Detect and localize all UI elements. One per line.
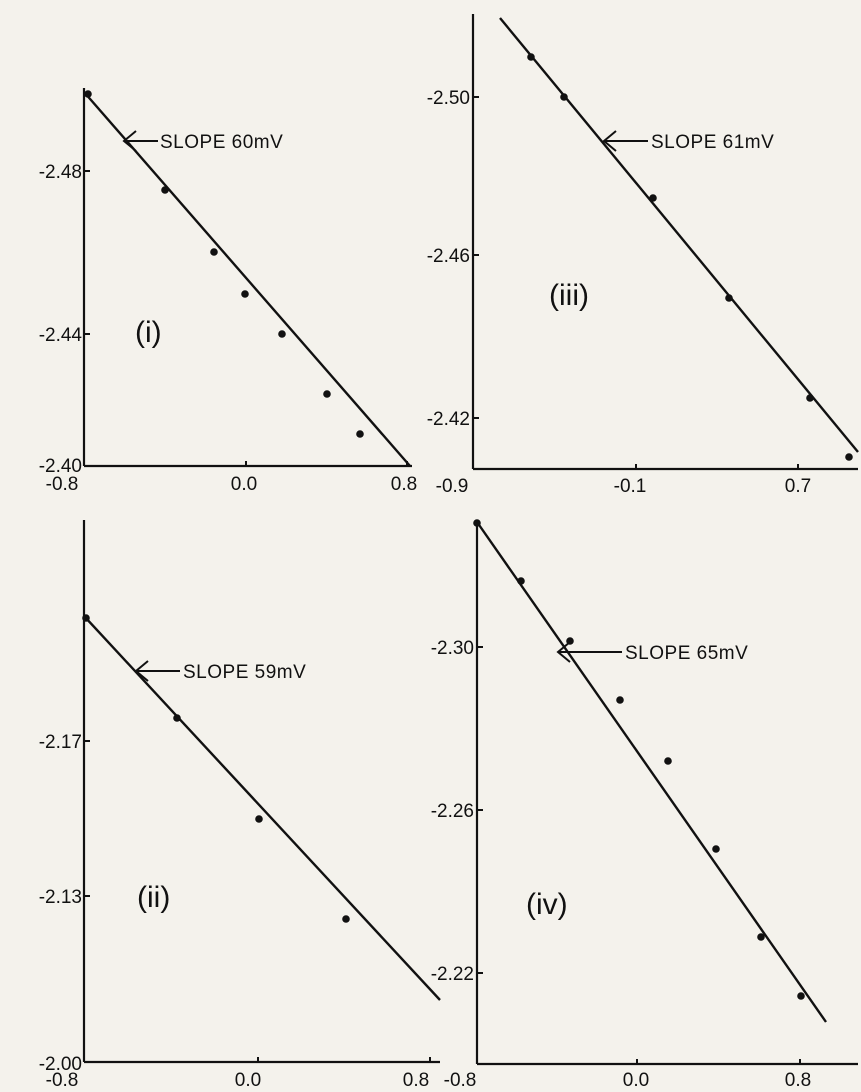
data-point: [725, 294, 733, 302]
data-point: [757, 933, 765, 941]
slope-arrow: [602, 130, 648, 152]
panel-iii: -0.9 -0.1 0.7 -2.50 -2.46 -2.42 SLOPE 61…: [427, 14, 859, 497]
slope-annotation: SLOPE 65mV: [625, 643, 748, 664]
data-point: [517, 577, 525, 585]
data-points: [473, 519, 805, 1000]
slope-arrow: [134, 660, 180, 682]
x-tick-label: 0.8: [403, 1070, 429, 1091]
x-tick-label: -0.8: [46, 474, 79, 495]
y-tick-label: -2.00: [39, 1054, 82, 1075]
data-point: [616, 696, 624, 704]
fit-line: [476, 521, 827, 1023]
data-point: [342, 915, 350, 923]
data-point: [161, 186, 169, 194]
data-point: [712, 845, 720, 853]
y-tick-label: -2.26: [431, 801, 474, 822]
y-tick-label: -2.22: [431, 964, 474, 985]
data-point: [173, 714, 181, 722]
panel-label: (ii): [137, 881, 170, 914]
slope-arrow: [122, 130, 158, 152]
panel-label: (i): [135, 316, 162, 349]
data-point: [560, 93, 568, 101]
fit-line: [499, 17, 859, 453]
y-tick-label: -2.42: [427, 409, 470, 430]
data-points: [84, 90, 364, 438]
data-point: [845, 453, 853, 461]
data-point: [241, 290, 249, 298]
x-tick-label: 0.0: [623, 1070, 649, 1091]
slope-annotation: SLOPE 59mV: [183, 662, 306, 683]
x-tick-label: -0.1: [614, 476, 647, 497]
data-point: [84, 90, 92, 98]
panel-label: (iii): [549, 279, 589, 312]
x-tick-label: 0.0: [235, 1070, 261, 1091]
data-point: [255, 815, 263, 823]
y-tick-label: -2.40: [39, 456, 82, 477]
fit-line: [83, 91, 411, 467]
y-tick-label: -2.50: [427, 88, 470, 109]
data-point: [82, 614, 90, 622]
panel-i: -0.8 0.0 0.8 -2.40 -2.44 -2.48 SLOPE 60m…: [39, 88, 417, 495]
panel-label: (iv): [526, 888, 568, 921]
fit-line: [83, 615, 441, 1001]
y-tick-label: -2.13: [39, 887, 82, 908]
x-tick-label: 0.8: [391, 474, 417, 495]
x-tick-label: -0.9: [436, 476, 469, 497]
x-tick-label: 0.7: [785, 476, 811, 497]
data-points: [82, 614, 350, 923]
x-tick-label: 0.0: [231, 474, 257, 495]
data-point: [278, 330, 286, 338]
data-point: [664, 757, 672, 765]
data-point: [356, 430, 364, 438]
y-tick-label: -2.17: [39, 732, 82, 753]
y-tick-label: -2.46: [427, 246, 470, 267]
x-tick-label: 0.8: [785, 1070, 811, 1091]
y-tick-label: -2.30: [431, 638, 474, 659]
data-point: [473, 519, 481, 527]
x-tick-label: -0.8: [46, 1070, 79, 1091]
y-tick-label: -2.44: [39, 325, 83, 346]
data-point: [527, 53, 535, 61]
panel-ii: -0.8 0.0 0.8 -2.00 -2.13 -2.17 SLOPE 59m…: [39, 520, 441, 1091]
data-point: [797, 992, 805, 1000]
x-tick-label: -0.8: [444, 1070, 477, 1091]
data-point: [806, 394, 814, 402]
data-point: [323, 390, 331, 398]
data-point: [210, 248, 218, 256]
data-point: [649, 194, 657, 202]
slope-annotation: SLOPE 60mV: [160, 132, 283, 153]
y-tick-label: -2.48: [39, 162, 82, 183]
data-points: [527, 53, 853, 461]
panel-iv: -0.8 0.0 0.8 -2.30 -2.26 -2.22 SLOPE 65m…: [431, 519, 858, 1091]
slope-arrow: [556, 641, 622, 663]
slope-annotation: SLOPE 61mV: [651, 132, 774, 153]
